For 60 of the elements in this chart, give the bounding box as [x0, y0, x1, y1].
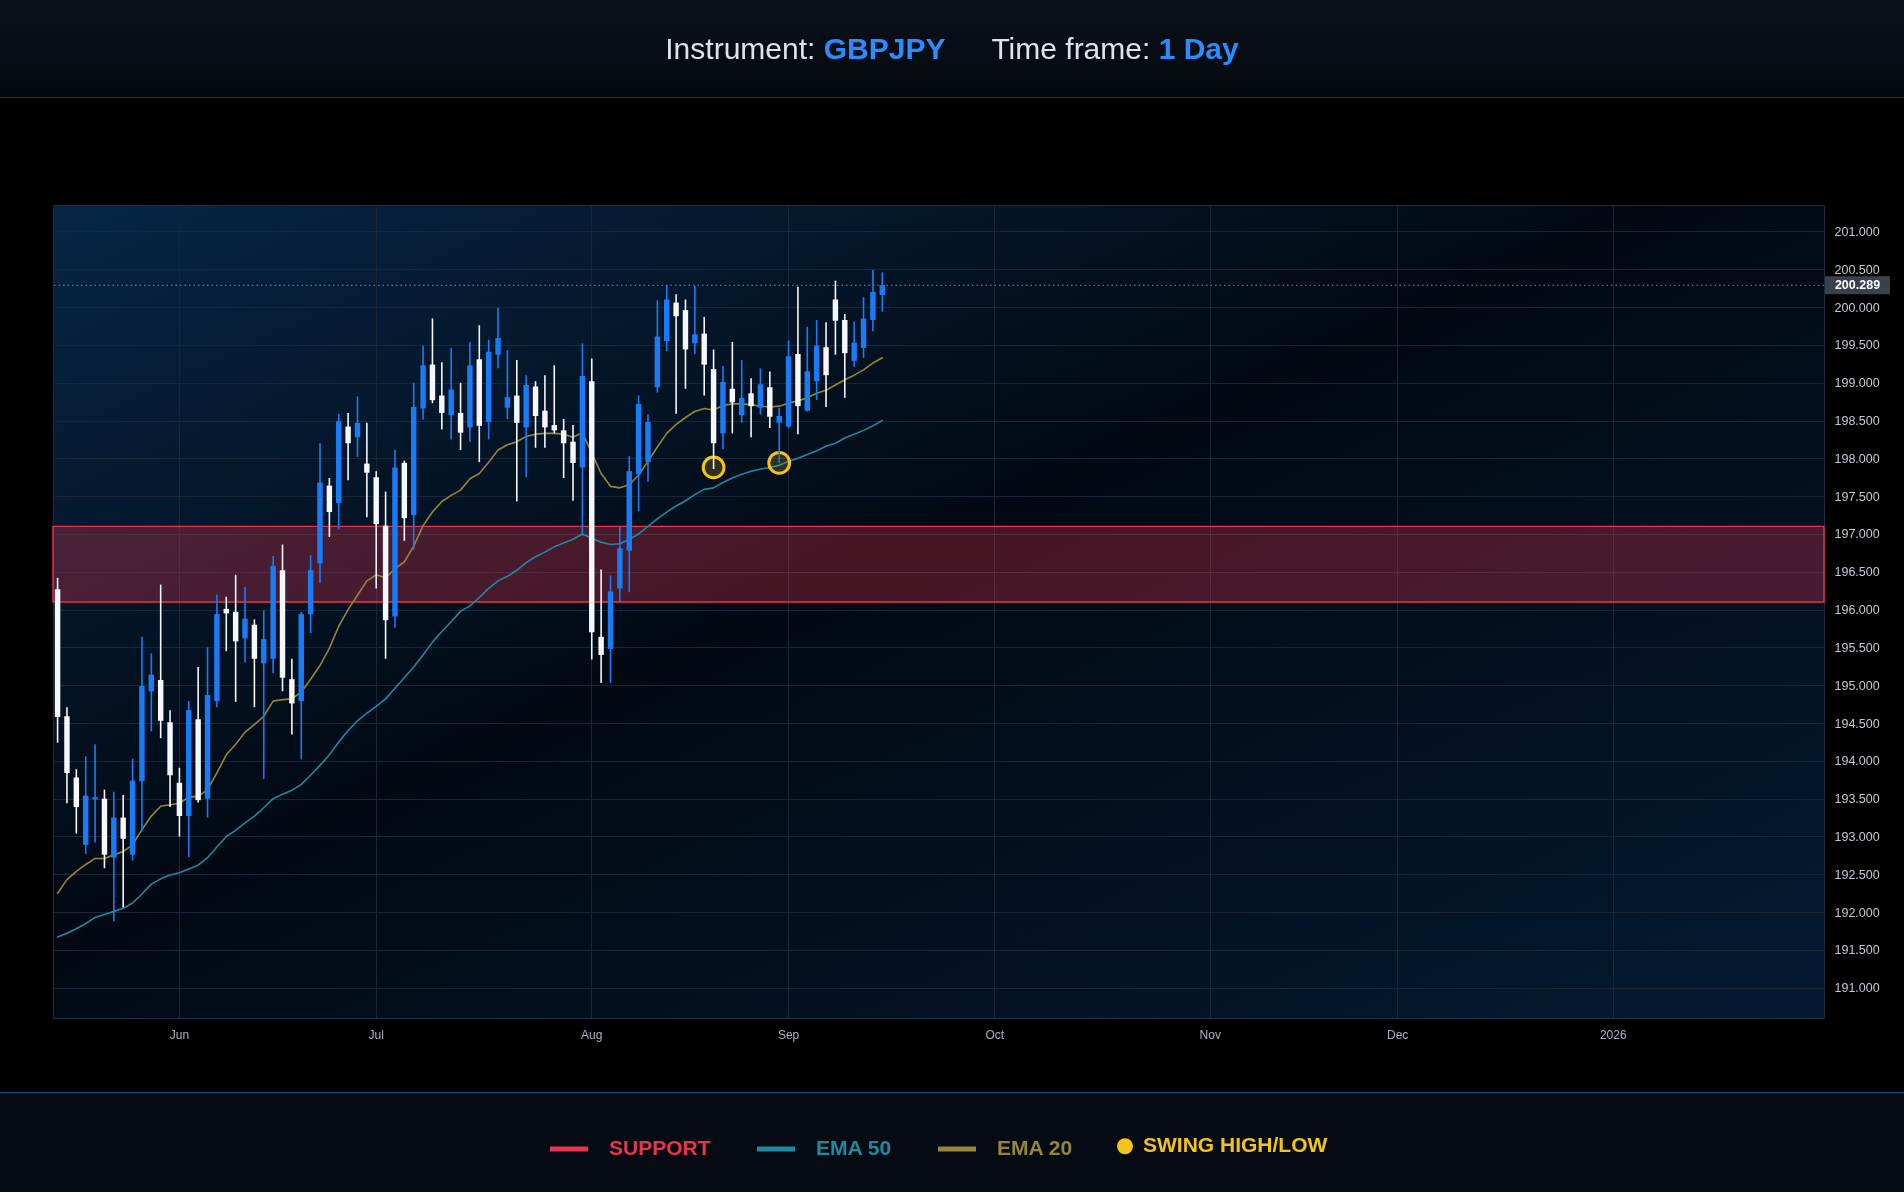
y-tick-label: 191.000 — [1834, 981, 1880, 996]
y-tick-label: 195.000 — [1834, 678, 1880, 693]
y-tick-label: 198.000 — [1834, 451, 1880, 466]
legend-label: EMA 50 — [816, 1136, 892, 1159]
legend-label: SUPPORT — [609, 1136, 711, 1159]
candlestick — [748, 377, 754, 438]
y-tick-label: 195.500 — [1834, 640, 1880, 655]
candlestick — [851, 320, 857, 368]
x-tick-label: Dec — [1387, 1027, 1409, 1042]
candlestick — [560, 418, 567, 479]
candlestick — [692, 285, 698, 355]
y-tick-label: 201.000 — [1834, 224, 1880, 239]
candlestick — [832, 279, 839, 356]
chart-subtitle: Time frame: 1 Day — [991, 31, 1239, 65]
y-tick-label: 192.500 — [1834, 867, 1880, 882]
y-tick-label: 193.000 — [1834, 829, 1880, 844]
candlestick — [598, 568, 604, 684]
candlestick — [879, 271, 885, 313]
y-tick-label: 199.500 — [1834, 338, 1880, 353]
legend-label: EMA 20 — [997, 1136, 1073, 1159]
y-tick-label: 198.500 — [1834, 414, 1880, 429]
y-tick-label: 197.000 — [1834, 527, 1880, 542]
y-tick-label: 192.000 — [1834, 905, 1880, 920]
x-tick-label: Jul — [368, 1027, 384, 1042]
candlestick — [457, 381, 464, 451]
candlestick — [542, 374, 548, 449]
y-tick-label: 200.500 — [1834, 262, 1880, 277]
candlestick — [439, 361, 445, 431]
ref-line-label: 200.289 — [1834, 278, 1881, 293]
candlestick — [120, 794, 126, 909]
x-tick-label: Nov — [1199, 1027, 1221, 1042]
candlestick — [673, 293, 679, 415]
y-tick-label: 193.500 — [1834, 792, 1880, 807]
line-series — [56, 356, 884, 895]
x-tick-label: Sep — [777, 1027, 800, 1042]
x-tick-label: 2026 — [1599, 1027, 1627, 1042]
candlestick — [495, 307, 501, 370]
y-tick-label: 199.000 — [1834, 376, 1880, 391]
y-tick-label: 200.000 — [1834, 300, 1880, 315]
legend-label: SWING HIGH/LOW — [1143, 1133, 1328, 1157]
y-tick-label: 197.500 — [1834, 489, 1880, 504]
candlestick — [757, 367, 764, 416]
candlestick — [354, 395, 361, 458]
candlestick — [504, 349, 511, 420]
y-tick-label: 191.500 — [1834, 943, 1880, 958]
y-tick-label: 194.500 — [1834, 716, 1880, 731]
y-tick-label: 196.000 — [1834, 603, 1880, 618]
candlestick — [776, 406, 782, 464]
candlestick — [364, 422, 370, 519]
x-tick-label: Jun — [169, 1027, 190, 1042]
y-tick-label: 194.000 — [1834, 754, 1880, 769]
y-tick-label: 196.500 — [1834, 565, 1880, 580]
candlestick — [242, 586, 248, 664]
x-tick-label: Oct — [985, 1027, 1005, 1042]
candlestick — [92, 743, 98, 844]
candlestick — [570, 424, 576, 502]
chart-title: Instrument: GBPJPY — [665, 31, 946, 65]
line-series — [56, 419, 884, 938]
x-tick-label: Aug — [581, 1027, 603, 1042]
candlestick — [345, 412, 351, 482]
